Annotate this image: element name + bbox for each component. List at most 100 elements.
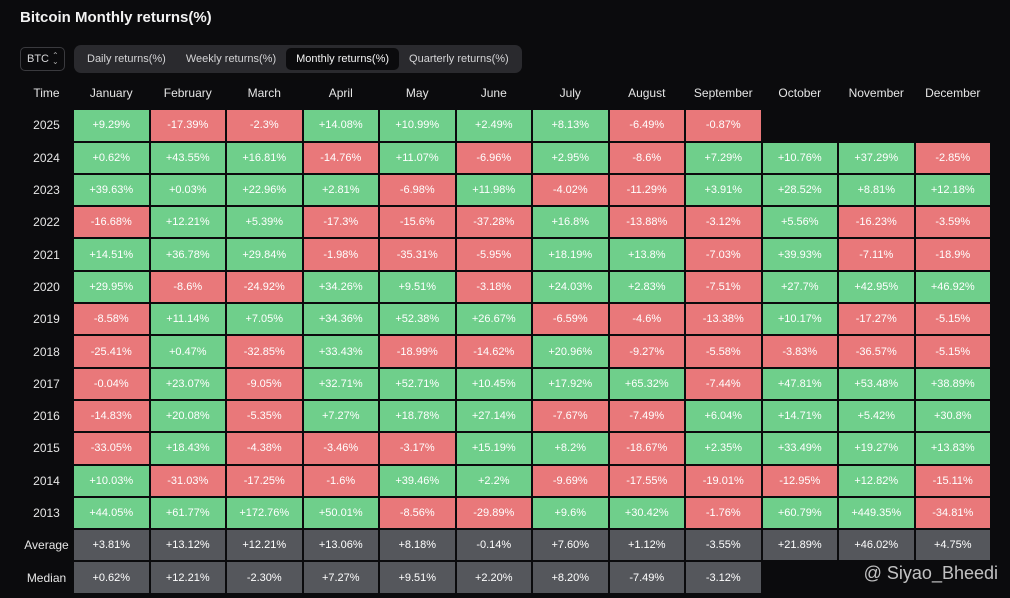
return-cell: -17.55% <box>608 464 685 497</box>
return-cell: +12.82% <box>838 464 915 497</box>
return-cell: +8.13% <box>532 109 609 142</box>
table-row: 2013 +44.05% +61.77% +172.76% +50.01% -8.56% -… <box>20 496 991 530</box>
return-cell: -2.85% <box>914 141 991 174</box>
return-cell: -7.51% <box>685 270 762 304</box>
row-label: 2022 <box>20 206 73 239</box>
return-cell: +10.76% <box>761 141 838 174</box>
return-cell: -9.27% <box>608 335 685 368</box>
summary-cell <box>914 561 991 594</box>
tab-weekly-returns[interactable]: Weekly returns(%) <box>185 53 277 65</box>
return-cell: +50.01% <box>302 496 379 530</box>
return-cell: -18.99% <box>379 335 456 368</box>
return-cell: -3.59% <box>914 206 991 239</box>
return-cell: +37.29% <box>838 141 915 174</box>
return-cell: +26.67% <box>455 303 532 336</box>
summary-cell: -7.49% <box>608 561 685 594</box>
return-cell: -3.17% <box>379 432 456 465</box>
summary-cell <box>761 561 838 594</box>
return-cell: +23.07% <box>149 367 226 400</box>
return-cell: -5.15% <box>914 335 991 368</box>
table-row: 2025 +9.29% -17.39% -2.3% +14.08% +10.99% +2.4… <box>20 109 991 142</box>
return-cell: +12.18% <box>914 173 991 207</box>
row-label: Median <box>20 561 73 594</box>
return-cell: -18.67% <box>608 432 685 465</box>
return-cell: +44.05% <box>73 496 150 530</box>
column-header-month: May <box>379 77 456 110</box>
return-cell: +13.83% <box>914 432 991 465</box>
return-cell: -8.58% <box>73 303 150 336</box>
summary-cell: -3.55% <box>685 529 762 562</box>
column-header-month: April <box>302 77 379 110</box>
column-header-month: August <box>608 77 685 110</box>
summary-cell: +13.06% <box>302 529 379 562</box>
summary-cell: -2.30% <box>226 561 303 594</box>
return-cell: +10.03% <box>73 464 150 497</box>
return-cell: +29.84% <box>226 238 303 271</box>
row-label: 2025 <box>20 109 73 142</box>
return-cell: +47.81% <box>761 367 838 400</box>
return-cell: -3.83% <box>761 335 838 368</box>
tab-daily-returns[interactable]: Daily returns(%) <box>87 53 166 65</box>
return-cell: +32.71% <box>302 367 379 400</box>
column-header-month: January <box>73 77 150 110</box>
column-header-month: July <box>532 77 609 110</box>
summary-cell: +8.20% <box>532 561 609 594</box>
return-cell: +11.98% <box>455 173 532 207</box>
return-cell: -6.59% <box>532 303 609 336</box>
return-cell: +39.46% <box>379 464 456 497</box>
return-cell: +30.8% <box>914 399 991 433</box>
return-cell: -11.29% <box>608 173 685 207</box>
asset-select[interactable]: BTC ⌃ ⌄ <box>20 47 65 71</box>
return-cell: -7.49% <box>608 399 685 433</box>
return-cell: +27.7% <box>761 270 838 304</box>
return-cell: +2.83% <box>608 270 685 304</box>
return-cell: +9.51% <box>379 270 456 304</box>
return-cell: +46.92% <box>914 270 991 304</box>
return-cell: -16.68% <box>73 206 150 239</box>
return-cell: -19.01% <box>685 464 762 497</box>
return-cell: -8.56% <box>379 496 456 530</box>
tab-quarterly-returns[interactable]: Quarterly returns(%) <box>409 53 509 65</box>
return-cell: +42.95% <box>838 270 915 304</box>
return-cell: +8.81% <box>838 173 915 207</box>
return-cell: +15.19% <box>455 432 532 465</box>
return-cell: -1.76% <box>685 496 762 530</box>
return-cell: +33.43% <box>302 335 379 368</box>
return-cell: +19.27% <box>838 432 915 465</box>
return-cell: +2.81% <box>302 173 379 207</box>
return-cell: -9.69% <box>532 464 609 497</box>
summary-cell: +2.20% <box>455 561 532 594</box>
returns-table: Time January February March April May June July… <box>20 77 991 594</box>
row-label: 2019 <box>20 303 73 336</box>
return-cell: +14.71% <box>761 399 838 433</box>
return-cell: +39.63% <box>73 173 150 207</box>
column-header-month: September <box>685 77 762 110</box>
return-cell <box>761 109 838 142</box>
return-cell: +20.96% <box>532 335 609 368</box>
return-cell: +27.14% <box>455 399 532 433</box>
return-cell: +13.8% <box>608 238 685 271</box>
summary-cell: +9.51% <box>379 561 456 594</box>
return-cell: -0.04% <box>73 367 150 400</box>
asset-select-value: BTC <box>27 53 49 65</box>
return-cell: -0.87% <box>685 109 762 142</box>
return-cell: -37.28% <box>455 206 532 239</box>
summary-cell: +46.02% <box>838 529 915 562</box>
return-cell: -7.03% <box>685 238 762 271</box>
summary-cell: +8.18% <box>379 529 456 562</box>
return-cell: -24.92% <box>226 270 303 304</box>
return-cell: +16.8% <box>532 206 609 239</box>
return-cell: -17.27% <box>838 303 915 336</box>
return-cell <box>914 109 991 142</box>
return-cell: +0.62% <box>73 141 150 174</box>
return-cell: +14.51% <box>73 238 150 271</box>
summary-cell: +13.12% <box>149 529 226 562</box>
tab-monthly-returns[interactable]: Monthly returns(%) <box>286 48 400 70</box>
return-cell: -17.3% <box>302 206 379 239</box>
return-cell: +5.56% <box>761 206 838 239</box>
table-row: 2015 -33.05% +18.43% -4.38% -3.46% -3.17% +15.… <box>20 432 991 465</box>
return-cell: +53.48% <box>838 367 915 400</box>
summary-cell: +12.21% <box>149 561 226 594</box>
return-cell: -17.25% <box>226 464 303 497</box>
return-cell: +11.14% <box>149 303 226 336</box>
